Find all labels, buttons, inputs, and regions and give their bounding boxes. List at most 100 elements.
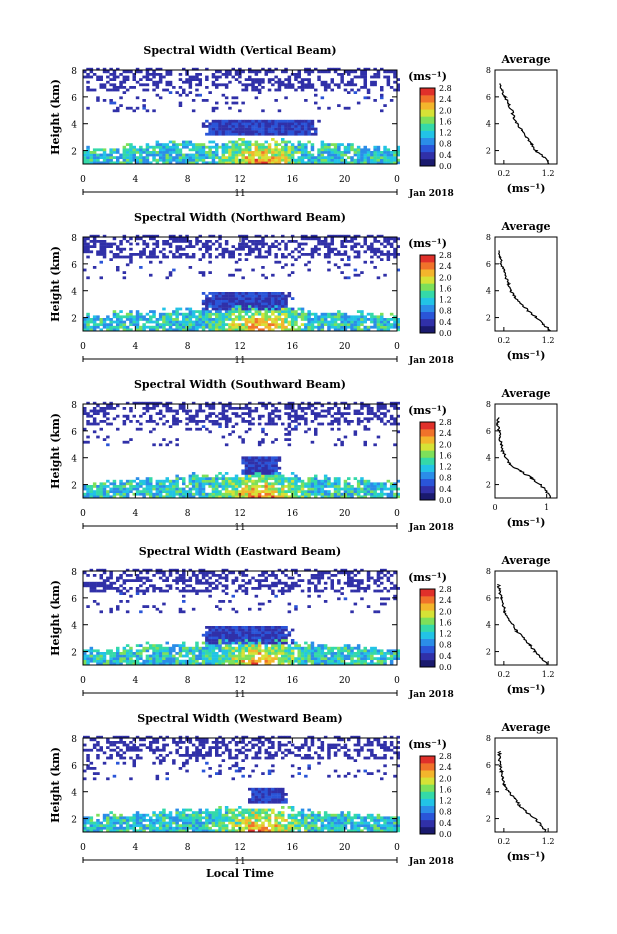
heatmap-cell [274,582,278,585]
heatmap-cell [251,323,255,326]
heatmap-cell [241,237,245,240]
heatmap-cell [248,467,252,470]
heatmap-cell [113,310,117,313]
heatmap-cell [86,151,90,154]
heatmap-cell [119,488,123,491]
heatmap-cell [288,76,292,79]
heatmap-cell [215,574,219,577]
heatmap-cell [93,318,97,321]
heatmap-cell [139,428,143,431]
heatmap-cell [268,318,272,321]
heatmap-cell [90,154,94,157]
heatmap-cell [268,323,272,326]
heatmap-cell [265,73,269,76]
heatmap-cell [195,78,199,81]
heatmap-cell [139,326,143,329]
heatmap-cell [314,475,318,478]
heatmap-cell [304,154,308,157]
heatmap-cell [232,274,236,277]
heatmap-cell [288,631,292,634]
heatmap-cell [304,120,308,123]
heatmap-cell [373,76,377,79]
heatmap-cell [123,271,127,274]
heatmap-cell [241,323,245,326]
heatmap-cell [192,485,196,488]
heatmap-cell [314,577,318,580]
heatmap-cell [123,326,127,329]
heatmap-cell [152,146,156,149]
heatmap-cell [222,308,226,311]
heatmap-cell [152,154,156,157]
date-label: Jan 2018 [408,189,454,199]
heatmap-cell [291,428,295,431]
heatmap-cell [218,485,222,488]
heatmap-cell [258,297,262,300]
heatmap-cell [202,657,206,660]
heatmap-cell [235,634,239,637]
heatmap-cell [182,143,186,146]
heatmap-cell [90,652,94,655]
heatmap-cell [152,655,156,658]
heatmap-cell [129,647,133,650]
heatmap-cell [261,639,265,642]
heatmap-cell [258,642,262,645]
heatmap-cell [317,151,321,154]
heatmap-cell [307,323,311,326]
heatmap-cell [367,154,371,157]
heatmap-cell [284,156,288,159]
heatmap-cell [202,490,206,493]
heatmap-cell [129,657,133,660]
heatmap-cell [119,104,123,107]
heatmap-cell [265,584,269,587]
heatmap-cell [284,485,288,488]
heatmap-cell [208,148,212,151]
heatmap-cell [261,626,265,629]
heatmap-cell [340,253,344,256]
heatmap-cell [311,146,315,149]
heatmap-cell [370,417,374,420]
heatmap-cell [317,78,321,81]
heatmap-cell [258,156,262,159]
heatmap-cell [344,89,348,92]
heatmap-cell [298,644,302,647]
heatmap-cell [225,631,229,634]
heatmap-cell [228,631,232,634]
heatmap-cell [185,315,189,318]
heatmap-cell [96,584,100,587]
heatmap-cell [278,81,282,84]
heatmap-cell [265,464,269,467]
heatmap-cell [301,86,305,89]
heatmap-cell [175,156,179,159]
heatmap-cell [235,655,239,658]
heatmap-cell [109,482,113,485]
heatmap-cell [169,488,173,491]
heatmap-cell [317,652,321,655]
heatmap-cell [317,156,321,159]
heatmap-cell [149,647,153,650]
heatmap-cell [311,477,315,480]
avg-profile-line [497,417,551,498]
heatmap-cell [245,574,249,577]
heatmap-cell [235,647,239,650]
heatmap-cell [235,130,239,133]
heatmap-cell [218,649,222,652]
heatmap-cell [232,130,236,133]
heatmap-cell [314,89,318,92]
heatmap-cell [340,81,344,84]
heatmap-cell [307,83,311,86]
heatmap-cell [314,159,318,162]
heatmap-cell [255,318,259,321]
heatmap-cell [294,125,298,128]
heatmap-cell [268,295,272,298]
heatmap-cell [327,485,331,488]
heatmap-cell [192,415,196,418]
heatmap-cell [245,412,249,415]
heatmap-cell [274,636,278,639]
heatmap-cell [169,480,173,483]
heatmap-cell [294,480,298,483]
heatmap-cell [268,469,272,472]
heatmap-cell [208,133,212,136]
heatmap-cell [215,477,219,480]
heatmap-cell [278,86,282,89]
heatmap-cell [248,582,252,585]
